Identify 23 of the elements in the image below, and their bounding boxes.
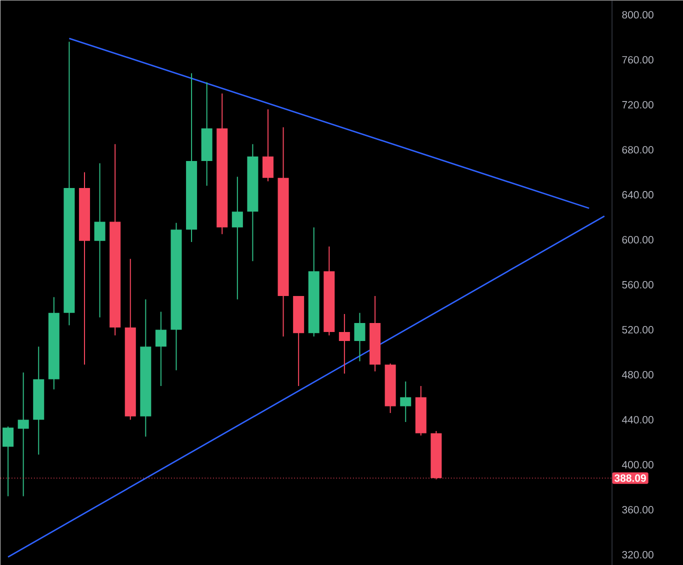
- y-tick-label: 720.00: [622, 100, 654, 108]
- y-tick-label: 800.00: [622, 10, 654, 18]
- y-tick-label: 680.00: [622, 146, 654, 154]
- y-tick-label: 400.00: [622, 460, 654, 468]
- candlestick: [400, 380, 412, 422]
- y-tick-label: 600.00: [622, 236, 654, 244]
- y-tick-label: 760.00: [622, 56, 654, 64]
- y-tick-label: 520.00: [622, 326, 654, 334]
- ref-line-label: 388.09: [614, 474, 646, 482]
- y-tick-label: 440.00: [622, 416, 654, 424]
- candlestick: [2, 426, 14, 496]
- candlestick: [262, 108, 274, 182]
- y-tick-label: 560.00: [622, 280, 654, 288]
- candlestick: [155, 311, 166, 386]
- candlestick: [18, 372, 29, 496]
- y-tick-label: 320.00: [622, 550, 654, 558]
- candlestick: [354, 312, 366, 362]
- candlestick: [94, 162, 106, 318]
- y-tick-label: 360.00: [622, 506, 654, 514]
- y-tick-label: 480.00: [622, 370, 654, 378]
- y-tick-label: 640.00: [622, 190, 654, 198]
- candlestick: [232, 176, 243, 300]
- candlestick: [338, 313, 350, 374]
